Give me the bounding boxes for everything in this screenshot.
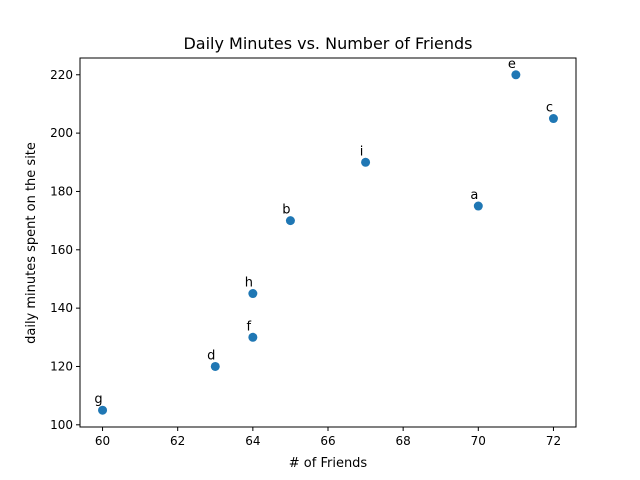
plot-area bbox=[79, 57, 577, 428]
point-label-i: i bbox=[360, 144, 364, 159]
data-point-i bbox=[361, 157, 371, 167]
y-tick-label: 120 bbox=[50, 359, 73, 373]
x-tick-label: 70 bbox=[471, 434, 486, 448]
x-tick-label: 72 bbox=[546, 434, 561, 448]
data-point-g bbox=[98, 405, 108, 415]
data-point-f bbox=[248, 332, 258, 342]
data-point-e bbox=[511, 70, 521, 80]
x-tick-label: 62 bbox=[170, 434, 185, 448]
point-label-g: g bbox=[94, 392, 102, 407]
x-tick-label: 64 bbox=[245, 434, 260, 448]
point-label-h: h bbox=[245, 276, 253, 291]
y-tick-label: 180 bbox=[50, 184, 73, 198]
point-label-f: f bbox=[247, 319, 252, 334]
y-tick-label: 200 bbox=[50, 126, 73, 140]
y-tick-label: 160 bbox=[50, 243, 73, 257]
point-label-e: e bbox=[508, 57, 516, 72]
data-point-c bbox=[548, 114, 558, 124]
point-label-a: a bbox=[470, 188, 478, 203]
point-label-c: c bbox=[546, 101, 553, 116]
plot-frame bbox=[79, 57, 577, 428]
chart-title: Daily Minutes vs. Number of Friends bbox=[183, 34, 472, 53]
data-point-h bbox=[248, 289, 258, 299]
x-axis-ticks: 60 62 64 66 68 70 72 bbox=[95, 427, 561, 448]
x-tick-label: 60 bbox=[95, 434, 110, 448]
x-tick-label: 66 bbox=[320, 434, 335, 448]
data-point-a bbox=[473, 201, 483, 211]
point-label-b: b bbox=[282, 203, 290, 218]
data-point-d bbox=[210, 361, 220, 371]
data-points: a b c d e f g h i bbox=[94, 57, 558, 415]
y-tick-label: 220 bbox=[50, 68, 73, 82]
y-axis-ticks: 100 120 140 160 180 200 220 bbox=[50, 68, 80, 432]
x-axis-label: # of Friends bbox=[289, 456, 368, 471]
y-tick-label: 100 bbox=[50, 418, 73, 432]
y-tick-label: 140 bbox=[50, 301, 73, 315]
x-tick-label: 68 bbox=[396, 434, 411, 448]
data-point-b bbox=[285, 216, 295, 226]
y-axis-label: daily minutes spent on the site bbox=[24, 142, 39, 344]
point-label-d: d bbox=[207, 348, 215, 363]
